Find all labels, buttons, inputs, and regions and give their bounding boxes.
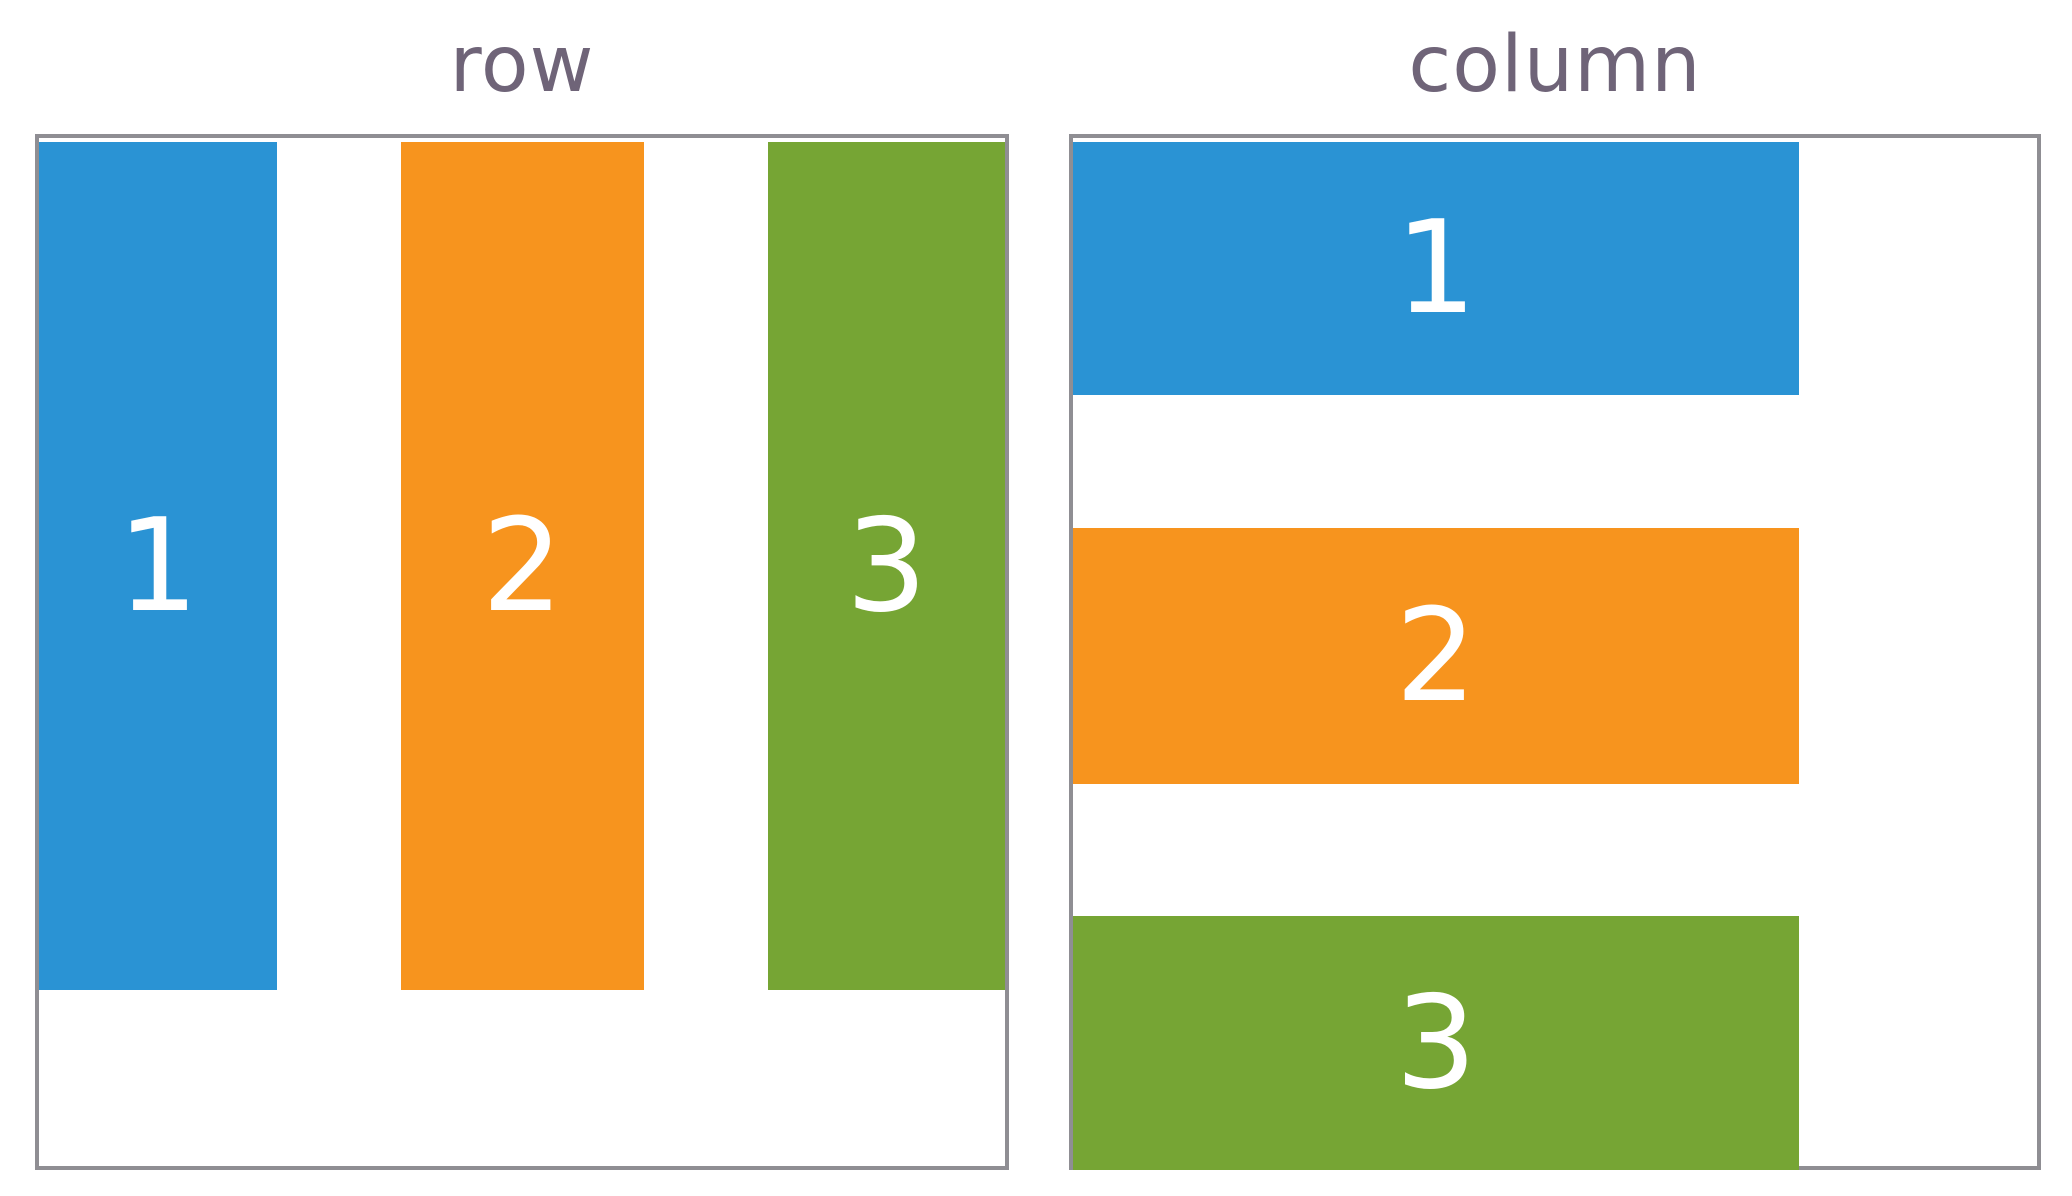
- column-panel-title: column: [1408, 20, 1702, 110]
- row-panel-title: row: [449, 20, 595, 110]
- column-item-3: 3: [1073, 916, 1799, 1170]
- column-item-2-label: 2: [1395, 581, 1477, 731]
- row-item-2: 2: [401, 142, 644, 990]
- column-item-1: 1: [1073, 142, 1799, 395]
- row-item-3: 3: [768, 142, 1005, 990]
- row-item-3-label: 3: [845, 491, 928, 641]
- column-container: 1 2 3: [1069, 134, 2041, 1170]
- column-item-1-label: 1: [1395, 194, 1477, 343]
- column-item-2: 2: [1073, 528, 1799, 784]
- row-container: 1 2 3: [35, 134, 1009, 1170]
- column-item-3-label: 3: [1395, 968, 1477, 1118]
- row-item-2-label: 2: [481, 491, 564, 641]
- row-item-1: 1: [39, 142, 277, 990]
- row-item-1-label: 1: [117, 491, 199, 641]
